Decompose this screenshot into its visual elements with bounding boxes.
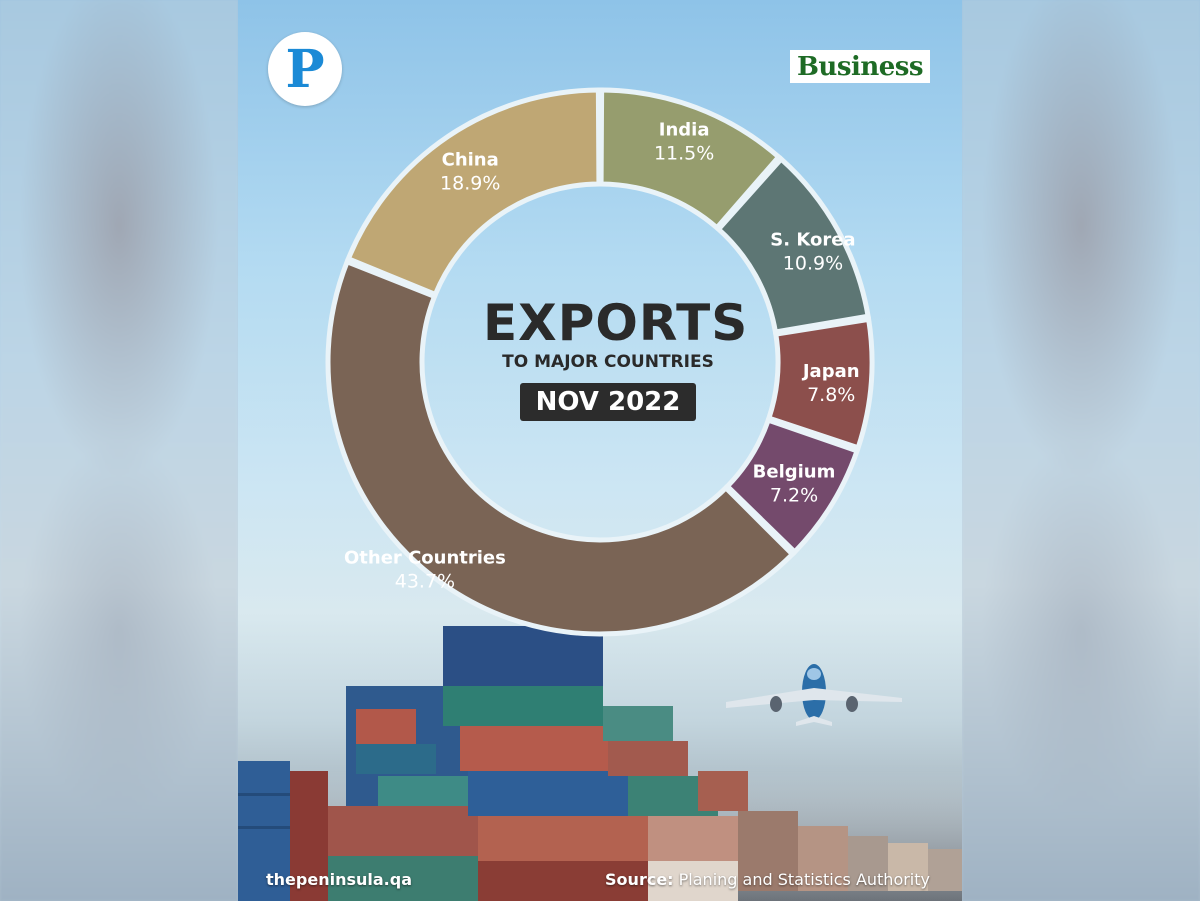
slice-other-countries — [325, 258, 796, 637]
chart-subtitle: TO MAJOR COUNTRIES — [502, 352, 714, 372]
slice-value-label: 18.9% — [440, 173, 500, 195]
site-url: thepeninsula.qa — [266, 870, 412, 889]
chart-title: EXPORTS — [483, 294, 749, 352]
chart-center-title: EXPORTS TO MAJOR COUNTRIES NOV 2022 — [483, 294, 749, 421]
slice-value-label: 7.8% — [807, 384, 855, 406]
slice-belgium — [723, 416, 861, 556]
slice-category-label: Belgium — [753, 462, 836, 483]
slice-japan — [765, 316, 875, 451]
business-label: Business — [796, 51, 924, 82]
slice-india — [598, 87, 783, 232]
slice-category-label: Other Countries — [344, 548, 506, 569]
logo-letter: P — [285, 39, 325, 100]
slice-category-label: India — [659, 119, 710, 140]
source-text: Planing and Statistics Authority — [678, 870, 930, 889]
slice-china — [345, 87, 602, 298]
slice-s-korea — [714, 155, 871, 335]
blurred-background-left — [0, 0, 238, 901]
slice-category-label: Japan — [801, 361, 860, 382]
slice-value-label: 11.5% — [654, 142, 714, 164]
cargo-scene — [238, 621, 962, 901]
source-label: Source: — [605, 870, 674, 889]
slice-category-label: China — [442, 150, 499, 171]
slice-value-label: 10.9% — [783, 253, 843, 275]
source-credit: Source: Planing and Statistics Authority — [605, 870, 930, 889]
slice-value-label: 7.2% — [770, 485, 818, 507]
date-badge: NOV 2022 — [519, 383, 697, 421]
peninsula-logo: P — [268, 32, 342, 106]
business-section-badge: Business — [790, 50, 930, 83]
slice-category-label: S. Korea — [770, 230, 855, 251]
airplane-illustration — [726, 664, 902, 726]
blurred-background-right — [962, 0, 1200, 901]
slice-value-label: 43.7% — [395, 571, 455, 593]
container-stacks-illustration — [238, 626, 962, 901]
